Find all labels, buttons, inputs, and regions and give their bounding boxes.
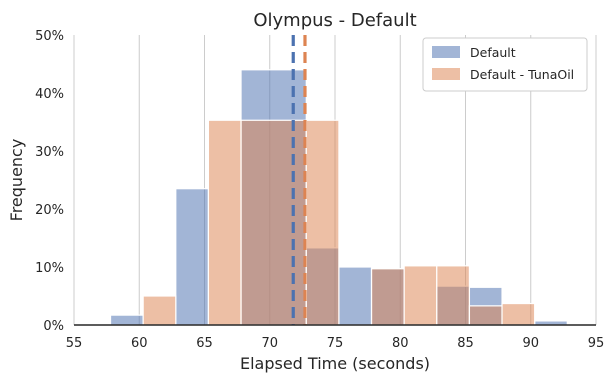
y-tick-label-4: 40% (35, 87, 64, 102)
bar-series1-bin0 (142, 295, 177, 326)
y-tick-label-3: 30% (35, 145, 64, 160)
x-tick-label-6: 85 (457, 336, 474, 351)
x-tick-label-7: 90 (522, 336, 539, 351)
bar-series1-bin1 (207, 119, 242, 326)
x-tick-label-2: 65 (196, 336, 213, 351)
chart-title: Olympus - Default (253, 10, 416, 31)
x-tick-label-1: 60 (131, 336, 148, 351)
x-tick-label-8: 95 (588, 336, 605, 351)
bar-series1-bin4 (370, 268, 405, 326)
legend-label-default: Default (470, 45, 516, 60)
bar-series0-bin4 (338, 266, 373, 326)
y-tick-label-1: 10% (35, 261, 64, 276)
bar-series1-bin7 (468, 305, 503, 326)
x-tick-labels: 55 60 65 70 75 80 85 90 95 (66, 336, 605, 351)
x-tick-label-4: 75 (327, 336, 344, 351)
bar-series1-bin2 (240, 119, 307, 326)
bar-series1-bin5 (403, 265, 438, 326)
legend: Default Default - TunaOil (422, 37, 588, 92)
y-tick-label-2: 20% (35, 203, 64, 218)
y-tick-labels: 0% 10% 20% 30% 40% 50% (35, 29, 64, 334)
bar-series1-bin8 (501, 302, 536, 326)
x-tick-label-5: 80 (392, 336, 409, 351)
x-tick-label-3: 70 (261, 336, 278, 351)
x-axis-label: Elapsed Time (seconds) (240, 354, 430, 373)
y-axis-label: Frequency (7, 139, 26, 222)
legend-swatch-default (432, 46, 460, 58)
bar-series0-bin1 (175, 188, 210, 326)
bar-series0-bin0 (109, 314, 144, 326)
x-tick-label-0: 55 (66, 336, 83, 351)
bar-series1-bin6 (436, 265, 471, 326)
mean-lines (291, 35, 307, 325)
y-tick-label-5: 50% (35, 29, 64, 44)
legend-frame (422, 37, 588, 92)
legend-swatch-default-tunaoil (432, 68, 460, 80)
y-tick-label-0: 0% (43, 319, 64, 334)
histogram-bars (109, 69, 568, 326)
bar-series1-bin3 (305, 119, 340, 326)
legend-label-default-tunaoil: Default - TunaOil (470, 67, 574, 82)
